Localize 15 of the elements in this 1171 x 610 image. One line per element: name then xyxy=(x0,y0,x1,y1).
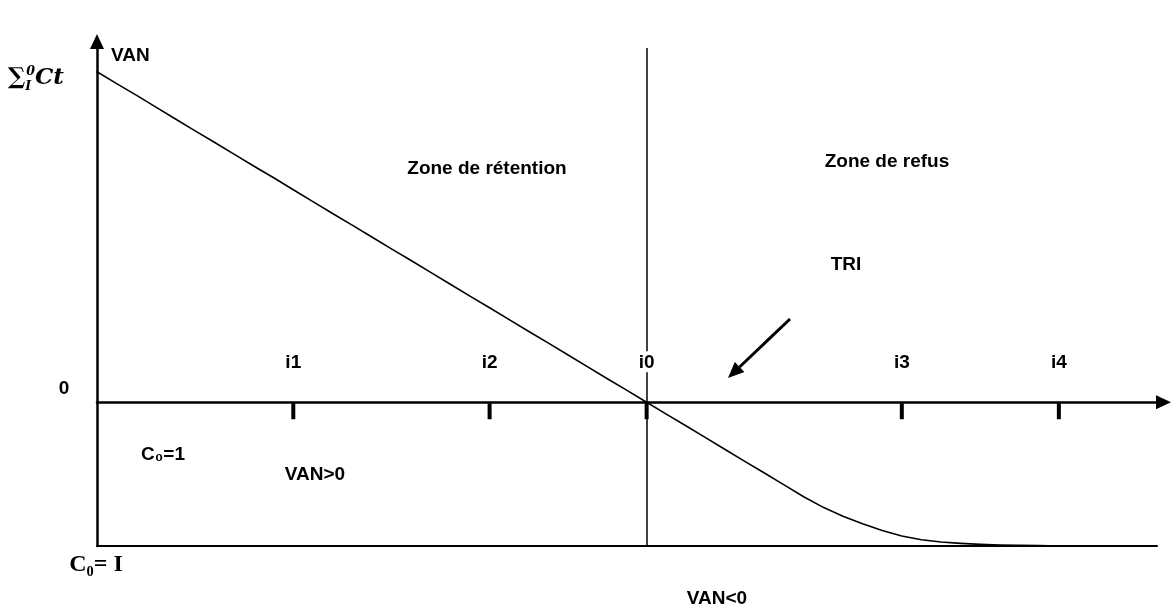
text: C₀= I xyxy=(69,549,123,577)
annotation: VAN>0 xyxy=(284,462,346,485)
x-tick-label: i4 xyxy=(1050,351,1068,373)
annotation: TRI xyxy=(830,252,862,275)
annotation: C₀=1 xyxy=(141,442,185,465)
x-tick-label: i2 xyxy=(481,351,498,373)
text: VAN<0 xyxy=(686,586,748,609)
x-tick-label: i0 xyxy=(638,351,655,373)
x-tick-label: i1 xyxy=(285,351,302,373)
annotation: Zone de refus xyxy=(824,149,950,172)
x-tick-label: i3 xyxy=(893,351,910,373)
y-axis-title: VAN xyxy=(111,43,150,65)
annotation: Zone de rétention xyxy=(407,156,567,179)
text: ∑$_{I}$$^{0}$Ct xyxy=(8,62,64,93)
text: 0 xyxy=(58,376,70,399)
